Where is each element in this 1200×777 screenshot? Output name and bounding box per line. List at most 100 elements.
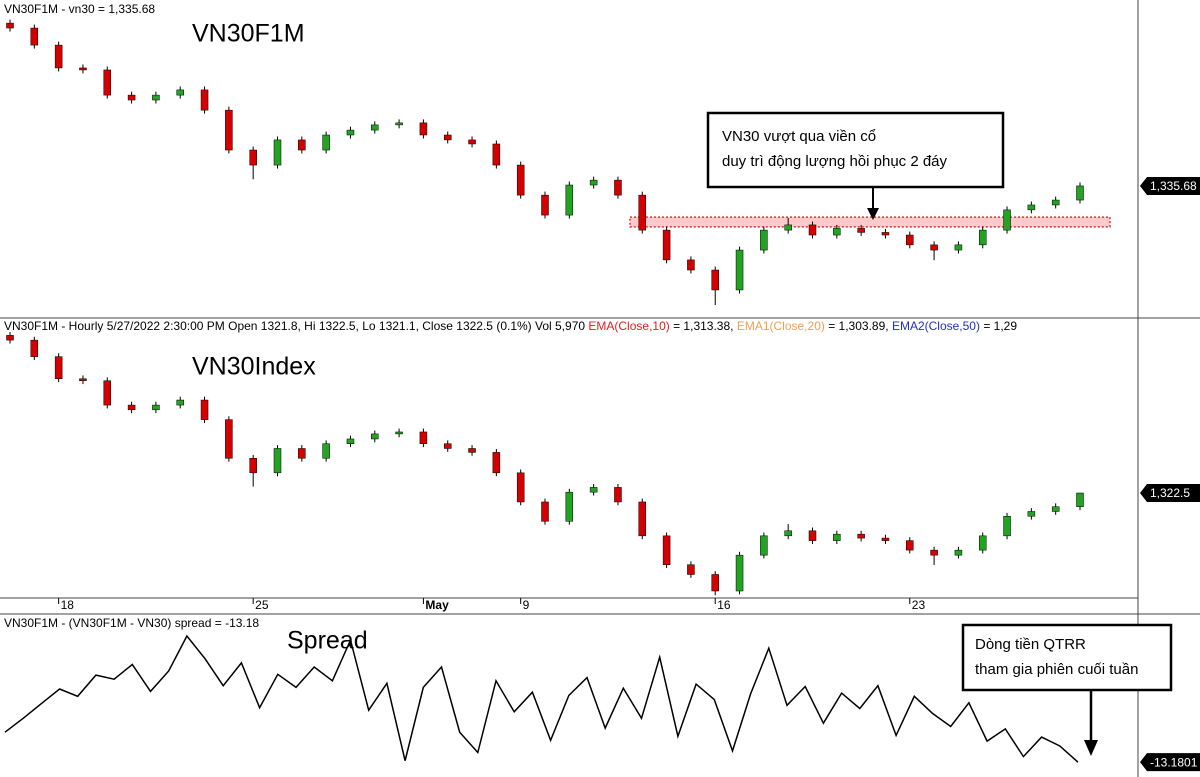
candle-body: [249, 149, 257, 166]
candle-body: [346, 129, 355, 136]
candle-body: [492, 452, 501, 474]
candle-body: [200, 89, 209, 111]
candle-body: [662, 229, 671, 261]
candle-body: [541, 501, 549, 522]
candle-body: [1003, 515, 1011, 537]
date-label: 23: [912, 598, 926, 612]
candle-body: [565, 491, 574, 522]
candle-body: [103, 380, 112, 406]
candle-body: [589, 487, 598, 493]
candle-body: [152, 94, 160, 101]
candle-body: [589, 179, 598, 186]
candle-body: [30, 27, 39, 46]
date-label: 25: [255, 598, 269, 612]
candle-body: [395, 431, 403, 435]
candle-body: [1076, 492, 1084, 507]
last-value-tag: [1140, 176, 1200, 195]
candle-body: [225, 419, 233, 459]
candle-body: [395, 122, 403, 126]
candle-body: [103, 69, 112, 96]
annotation-box: [706, 111, 1005, 189]
candle-body: [516, 472, 525, 503]
panel-header: VN30F1M - vn30 = 1,335.68: [4, 2, 155, 16]
panel-header: VN30F1M - (VN30F1M - VN30) spread = -13.…: [4, 616, 259, 630]
candle-body: [638, 501, 647, 537]
candle-body: [614, 179, 622, 196]
candle-body: [79, 67, 87, 71]
candle-body: [662, 535, 671, 565]
indicator-value: = 1,303.89,: [828, 319, 888, 333]
candle-body: [54, 356, 63, 380]
candle-body: [857, 228, 865, 233]
candle-body: [638, 194, 647, 231]
candle-body: [1051, 506, 1060, 512]
candle-body: [760, 535, 768, 556]
panel-header: VN30F1M - Hourly 5/27/2022 2:30:00 PM Op…: [4, 319, 1017, 333]
candle-body: [1076, 185, 1084, 201]
candle-body: [273, 139, 282, 166]
date-label: 9: [523, 598, 530, 612]
candle-body: [881, 232, 890, 236]
candle-body: [833, 533, 841, 541]
candle-body: [54, 44, 63, 69]
candle-body: [200, 399, 209, 420]
candle-body: [954, 549, 963, 556]
candle-body: [808, 530, 817, 541]
last-value-label: 1,335.68: [1150, 179, 1197, 193]
candle-body: [906, 234, 914, 246]
candle-body: [930, 244, 938, 251]
candle-body: [760, 229, 768, 251]
arrow-head: [1084, 740, 1098, 756]
candle-body: [881, 537, 890, 541]
candle-body: [833, 228, 841, 236]
panel-title: VN30Index: [192, 353, 316, 381]
candle-body: [6, 335, 14, 341]
candle-body: [784, 530, 792, 537]
annotation-box: [961, 623, 1173, 692]
candle-body: [371, 433, 379, 440]
last-value-tag: [1140, 484, 1200, 502]
candle-body: [79, 378, 87, 381]
candle-body: [565, 184, 574, 216]
indicator-name: EMA(Close,10): [588, 319, 669, 333]
candle-body: [711, 574, 719, 592]
candle-body: [978, 229, 987, 246]
candle-body: [735, 554, 744, 592]
marks: 1,335.68 18 25 May 9 16 23 1,322.5 -13.1801: [4, 19, 1200, 772]
candle-body: [930, 549, 938, 556]
candle-body: [298, 139, 306, 151]
annotation-text: tham gia phiên cuối tuần: [975, 661, 1138, 678]
candle-body: [614, 487, 622, 503]
candle-body: [978, 535, 987, 551]
candle-body: [468, 139, 476, 145]
candle-body: [152, 404, 160, 411]
arrow-head: [867, 208, 879, 220]
candle-body: [443, 134, 452, 141]
date-label: 16: [717, 598, 731, 612]
candle-body: [1027, 204, 1036, 211]
candle-body: [954, 244, 963, 251]
candle-body: [541, 194, 549, 216]
annotation-text: Dòng tiền QTRR: [975, 636, 1086, 653]
candle-body: [857, 533, 865, 539]
date-label: 18: [61, 598, 75, 612]
spread-line: [4, 634, 1079, 763]
indicator-name: EMA2(Close,50): [892, 319, 980, 333]
candle-body: [1003, 209, 1011, 231]
annotation-text: VN30 vượt qua viền cổ: [722, 128, 876, 145]
candle-body: [687, 564, 695, 575]
candle-body: [298, 448, 306, 459]
candle-body: [784, 224, 792, 231]
candle-body: [371, 124, 379, 131]
panel-title: Spread: [287, 627, 368, 655]
last-value-label: -13.1801: [1150, 755, 1198, 769]
candle-body: [127, 404, 136, 411]
candle-body: [249, 458, 257, 474]
last-value-label: 1,322.5: [1150, 486, 1190, 500]
candle-body: [30, 339, 39, 357]
candle-body: [419, 122, 428, 136]
candle-body: [711, 269, 719, 291]
candle-body: [176, 89, 184, 96]
candle-body: [1027, 511, 1036, 517]
